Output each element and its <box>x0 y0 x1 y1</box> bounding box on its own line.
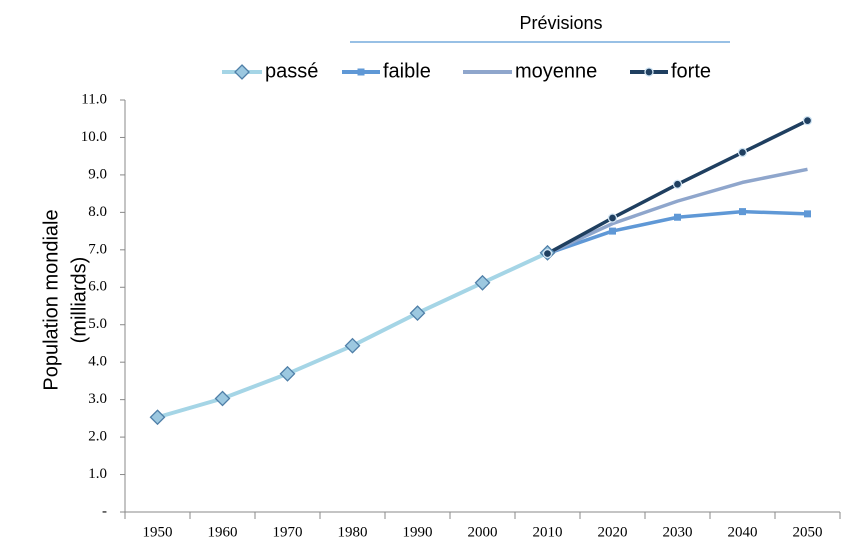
data-point <box>542 248 553 259</box>
x-tick-label: 1970 <box>273 524 303 540</box>
legend-marker <box>644 67 654 77</box>
series-line <box>546 167 808 256</box>
y-tick-label: 9.0 <box>88 166 107 182</box>
y-tick-label: 5.0 <box>88 316 107 332</box>
legend-marker <box>234 64 250 80</box>
data-point <box>804 210 811 218</box>
y-tick-label: 1.0 <box>88 466 107 482</box>
data-point <box>607 213 618 223</box>
data-point <box>279 365 296 382</box>
data-point <box>214 390 231 407</box>
legend-label: forte <box>671 60 711 82</box>
y-tick-label: 11.0 <box>81 91 107 107</box>
data-point <box>737 147 748 158</box>
data-point <box>149 409 166 426</box>
y-tick-label: - <box>102 503 107 519</box>
data-point <box>609 227 616 235</box>
data-point <box>474 274 491 291</box>
data-point <box>674 213 681 221</box>
y-tick-label: 3.0 <box>88 391 107 407</box>
legend-label: faible <box>383 60 431 82</box>
x-tick-label: 2010 <box>533 524 563 540</box>
x-tick-label: 2030 <box>663 524 693 540</box>
x-tick-label: 2020 <box>598 524 628 540</box>
legend-label: moyenne <box>515 60 597 82</box>
y-axis-label: (milliards) <box>68 257 90 344</box>
x-tick-label: 2050 <box>793 524 823 540</box>
y-tick-label: 2.0 <box>88 429 107 445</box>
legend-marker <box>357 68 365 76</box>
y-tick-label: 6.0 <box>88 279 107 295</box>
legend-label: passé <box>265 60 318 82</box>
x-tick-label: 2000 <box>468 524 498 540</box>
series-line <box>156 250 549 420</box>
y-tick-label: 4.0 <box>88 354 107 370</box>
data-point <box>409 305 426 322</box>
data-point <box>802 115 813 126</box>
data-point <box>344 337 361 354</box>
y-axis-label: Population mondiale <box>40 209 62 390</box>
x-tick-label: 1980 <box>338 524 368 540</box>
y-tick-label: 7.0 <box>88 241 107 257</box>
annotation: Prévisions <box>519 13 602 33</box>
x-tick-label: 2040 <box>728 524 758 540</box>
x-tick-label: 1950 <box>143 524 173 540</box>
y-tick-label: 10.0 <box>81 129 107 145</box>
x-tick-label: 1990 <box>403 524 433 540</box>
y-tick-label: 8.0 <box>88 204 107 220</box>
data-point <box>739 208 746 216</box>
x-tick-label: 1960 <box>208 524 238 540</box>
data-point <box>672 179 683 189</box>
